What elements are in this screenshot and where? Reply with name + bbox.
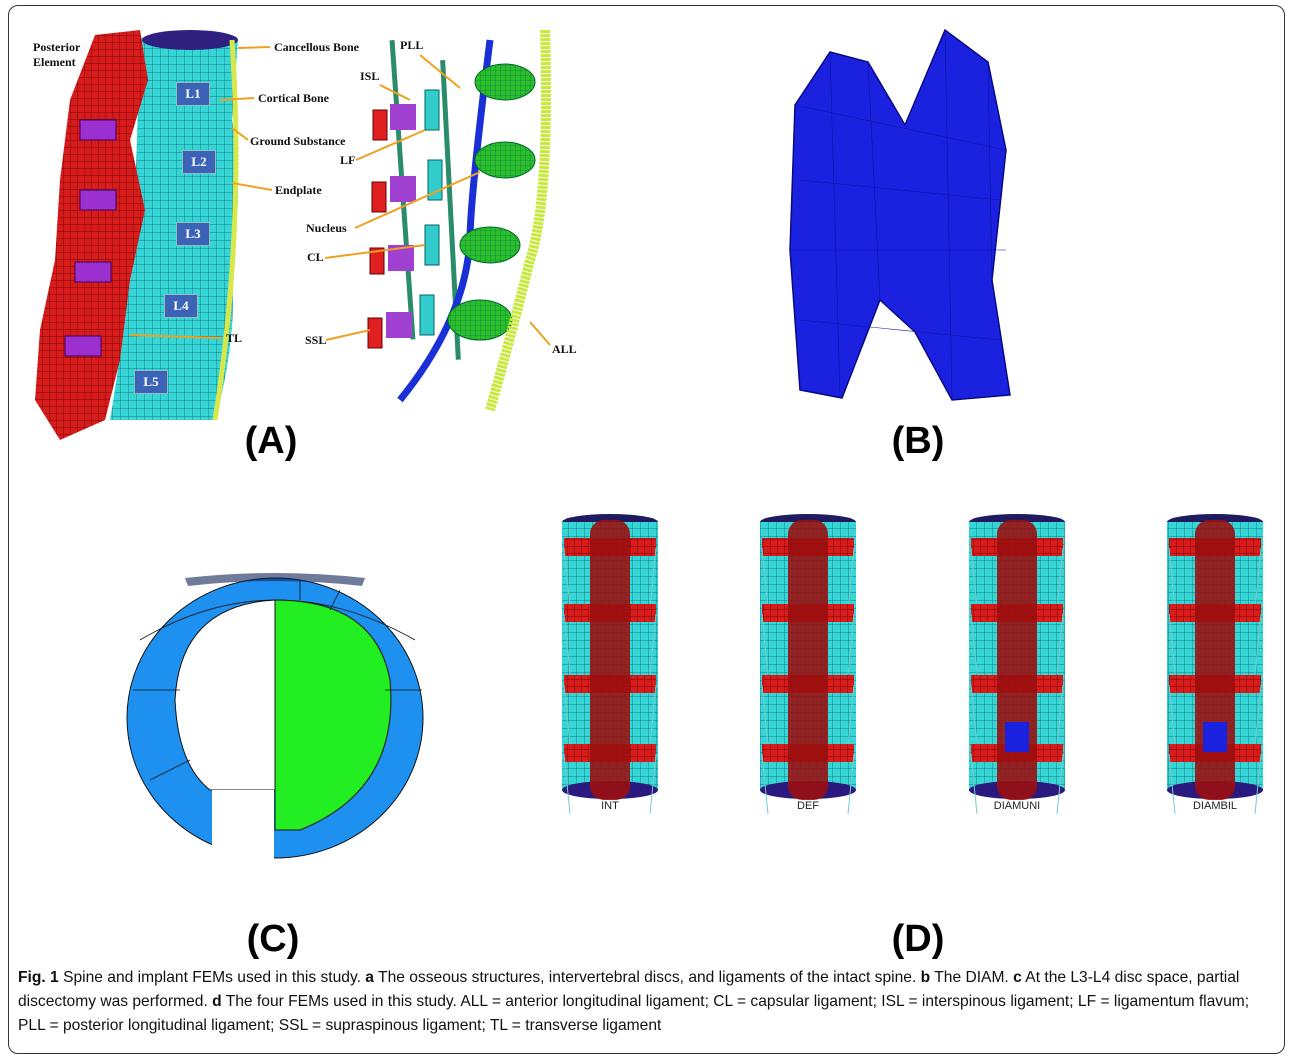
panel-d-art bbox=[562, 514, 1263, 814]
caption-text: The osseous structures, intervertebral d… bbox=[378, 969, 916, 986]
annotation: CL bbox=[307, 250, 324, 265]
model-label: DIAMBIL bbox=[1165, 800, 1265, 812]
posterior-column bbox=[997, 520, 1037, 800]
panel-label: (A) bbox=[211, 420, 331, 463]
posterior-column bbox=[590, 520, 630, 800]
panel-label: (C) bbox=[213, 918, 333, 961]
implant bbox=[1005, 722, 1029, 752]
annotation: LF bbox=[340, 153, 355, 168]
annotation: Cortical Bone bbox=[258, 91, 329, 106]
annotation: Cancellous Bone bbox=[274, 40, 359, 55]
annotation: Ground Substance bbox=[250, 134, 345, 149]
figure-number: Fig. 1 bbox=[18, 969, 59, 986]
caption-lead: Spine and implant FEMs used in this stud… bbox=[63, 969, 361, 986]
annotation: Endplate bbox=[275, 183, 322, 198]
spine-model bbox=[969, 514, 1065, 814]
panel-label: (D) bbox=[858, 918, 978, 961]
caption-letter: d bbox=[212, 993, 222, 1010]
model-label: DEF bbox=[758, 800, 858, 812]
panel-b-art bbox=[790, 30, 1010, 400]
level-label: L3 bbox=[176, 222, 210, 246]
panel-c-art bbox=[127, 573, 423, 862]
figure-page: Posterior Element Cancellous Bone Cortic… bbox=[0, 0, 1295, 1061]
panel-label: (B) bbox=[858, 420, 978, 463]
level-label: L5 bbox=[134, 370, 168, 394]
model-label: INT bbox=[560, 800, 660, 812]
level-label: L2 bbox=[182, 150, 216, 174]
annotation: PLL bbox=[400, 38, 423, 53]
annotation: ALL bbox=[552, 342, 577, 357]
caption-text: The DIAM. bbox=[934, 969, 1009, 986]
annotation: TL bbox=[226, 331, 242, 346]
caption-letter: a bbox=[365, 969, 374, 986]
annotation: SSL bbox=[305, 333, 326, 348]
posterior-column bbox=[1195, 520, 1235, 800]
annotation: Posterior Element bbox=[33, 40, 93, 70]
spine-model bbox=[760, 514, 856, 814]
caption-letter: c bbox=[1013, 969, 1022, 986]
model-label: DIAMUNI bbox=[967, 800, 1067, 812]
annotation: ISL bbox=[360, 69, 379, 84]
annotation: Nucleus bbox=[306, 221, 347, 236]
spine-model bbox=[1167, 514, 1263, 814]
figure-caption: Fig. 1 Spine and implant FEMs used in th… bbox=[18, 966, 1280, 1038]
posterior-column bbox=[788, 520, 828, 800]
spine-model bbox=[562, 514, 658, 814]
caption-letter: b bbox=[921, 969, 931, 986]
level-label: L1 bbox=[176, 82, 210, 106]
implant bbox=[1203, 722, 1227, 752]
level-label: L4 bbox=[164, 294, 198, 318]
